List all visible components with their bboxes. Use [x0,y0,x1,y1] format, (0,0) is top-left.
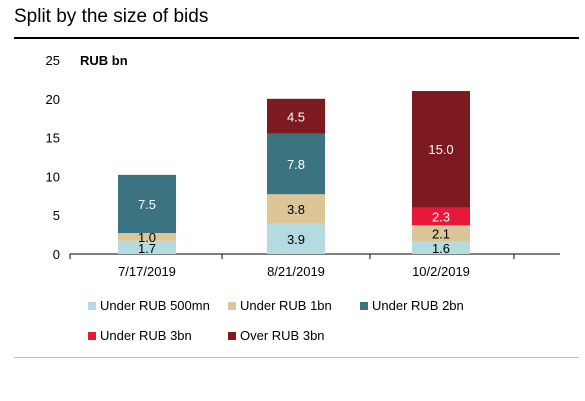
data-label: 4.5 [287,109,305,124]
x-tick-label: 10/2/2019 [412,264,470,279]
y-axis-label: RUB bn [80,53,128,68]
bar-segment [118,240,176,254]
data-label: 2.3 [432,209,450,224]
data-label: 1.6 [432,241,450,256]
y-tick-label: 15 [46,131,60,146]
labels-layer: 1.71.0 7.5 3.9 3.8 7.8 4.5 1.62.1 2.3 15.0 [138,109,454,256]
data-label: 3.9 [287,232,305,247]
x-tick-label: 7/17/2019 [118,264,176,279]
bar-segment [118,233,176,241]
x-tick-label: 8/21/2019 [267,264,325,279]
data-label: 15.0 [428,142,453,157]
data-label: 3.8 [287,202,305,217]
bar-segment [412,241,470,254]
chart-title: Split by the size of bids [14,6,209,27]
title-underline [14,37,579,39]
bar-segment [267,98,325,134]
bars-layer [118,91,470,254]
bar-segment [412,225,470,242]
bar-segment [412,207,470,226]
bottom-divider [14,357,579,358]
data-label: 7.5 [138,197,156,212]
data-label: 1.7 [138,241,156,256]
y-tick-label: 25 [46,53,60,68]
data-label: 2.1 [432,226,450,241]
bar-segment [412,91,470,208]
bar-segment [267,133,325,195]
bar-segment [118,174,176,234]
y-tick-label: 5 [53,208,60,223]
y-tick-label: 0 [53,247,60,262]
bar-segment [267,223,325,254]
data-label: 7.8 [287,157,305,172]
data-label: 1.0 [138,230,156,245]
bar-segment [267,194,325,224]
y-tick-label: 10 [46,169,60,184]
y-tick-label: 20 [46,92,60,107]
